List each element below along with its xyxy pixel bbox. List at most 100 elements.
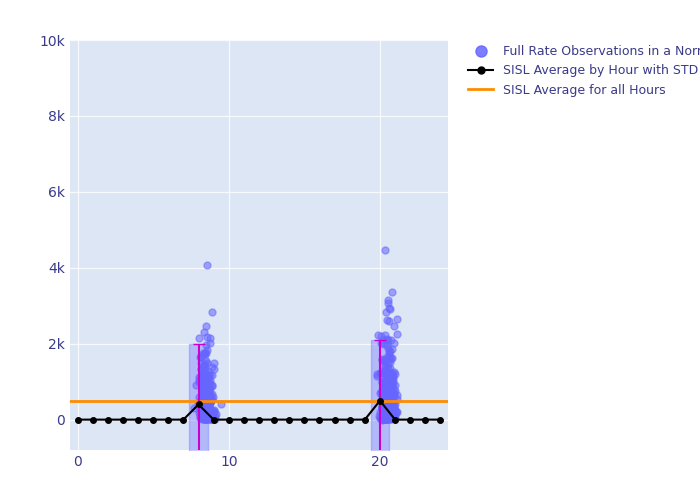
Full Rate Observations in a Normal Point	[197, 390, 209, 398]
SISL Average by Hour with STD	[421, 416, 430, 422]
Point	[385, 386, 396, 394]
Full Rate Observations in a Normal Point	[206, 370, 218, 378]
Full Rate Observations in a Normal Point	[203, 408, 214, 416]
Point	[377, 405, 388, 413]
Point	[382, 404, 393, 411]
Full Rate Observations in a Normal Point	[202, 411, 213, 419]
Point	[384, 404, 395, 412]
Point	[389, 410, 400, 418]
Point	[384, 402, 395, 410]
Full Rate Observations in a Normal Point	[204, 412, 216, 420]
Full Rate Observations in a Normal Point	[204, 390, 215, 398]
Point	[386, 370, 397, 378]
Point	[391, 408, 402, 416]
Full Rate Observations in a Normal Point	[199, 412, 210, 420]
Full Rate Observations in a Normal Point	[205, 415, 216, 423]
Point	[380, 384, 391, 392]
Full Rate Observations in a Normal Point	[204, 413, 215, 421]
Point	[384, 350, 395, 358]
Full Rate Observations in a Normal Point	[199, 396, 210, 404]
Point	[377, 416, 388, 424]
Point	[386, 390, 397, 398]
Point	[383, 394, 394, 402]
Full Rate Observations in a Normal Point	[204, 390, 216, 398]
Full Rate Observations in a Normal Point	[202, 393, 213, 401]
Point	[378, 389, 389, 397]
Point	[382, 411, 393, 419]
Point	[384, 398, 395, 406]
Point	[385, 412, 396, 420]
Point	[391, 316, 402, 324]
Full Rate Observations in a Normal Point	[202, 374, 213, 382]
Point	[381, 414, 392, 422]
Full Rate Observations in a Normal Point	[199, 406, 211, 413]
Point	[387, 374, 398, 382]
Point	[386, 401, 397, 409]
Point	[389, 404, 400, 412]
Point	[381, 316, 392, 324]
SISL Average by Hour with STD	[346, 416, 354, 422]
Full Rate Observations in a Normal Point	[209, 407, 220, 415]
Point	[384, 394, 395, 402]
Point	[379, 404, 391, 412]
Point	[377, 414, 388, 422]
Full Rate Observations in a Normal Point	[202, 410, 214, 418]
Full Rate Observations in a Normal Point	[200, 406, 211, 414]
Point	[382, 410, 393, 418]
Point	[379, 394, 391, 402]
Full Rate Observations in a Normal Point	[199, 414, 211, 422]
Full Rate Observations in a Normal Point	[199, 409, 210, 417]
Legend: Full Rate Observations in a Normal Point, SISL Average by Hour with STD, SISL Av: Full Rate Observations in a Normal Point…	[463, 40, 700, 102]
Point	[382, 406, 393, 414]
Point	[379, 415, 390, 423]
Full Rate Observations in a Normal Point	[206, 410, 218, 418]
Full Rate Observations in a Normal Point	[203, 397, 214, 405]
Full Rate Observations in a Normal Point	[200, 410, 211, 418]
Point	[383, 298, 394, 306]
Full Rate Observations in a Normal Point	[200, 410, 211, 418]
Point	[383, 394, 394, 402]
Full Rate Observations in a Normal Point	[199, 410, 210, 418]
Full Rate Observations in a Normal Point	[199, 404, 210, 412]
Full Rate Observations in a Normal Point	[197, 413, 208, 421]
Point	[377, 406, 388, 413]
Point	[382, 400, 393, 407]
Point	[389, 411, 400, 419]
Full Rate Observations in a Normal Point	[202, 402, 213, 410]
Point	[384, 414, 395, 422]
Point	[382, 387, 393, 395]
Point	[377, 386, 388, 394]
Point	[381, 402, 392, 410]
Point	[383, 399, 394, 407]
Point	[384, 400, 395, 408]
Full Rate Observations in a Normal Point	[204, 410, 215, 418]
Point	[386, 414, 398, 422]
Point	[380, 410, 391, 418]
SISL Average by Hour with STD	[164, 416, 172, 422]
Point	[379, 392, 391, 400]
Point	[384, 404, 395, 412]
Point	[383, 318, 394, 326]
Point	[388, 411, 399, 419]
Point	[376, 402, 387, 410]
Point	[389, 387, 400, 395]
Full Rate Observations in a Normal Point	[200, 406, 211, 414]
Full Rate Observations in a Normal Point	[202, 415, 213, 423]
Full Rate Observations in a Normal Point	[203, 405, 214, 413]
Full Rate Observations in a Normal Point	[203, 408, 214, 416]
Full Rate Observations in a Normal Point	[197, 373, 209, 381]
Full Rate Observations in a Normal Point	[199, 398, 210, 406]
Full Rate Observations in a Normal Point	[201, 415, 212, 423]
Full Rate Observations in a Normal Point	[202, 410, 213, 418]
Full Rate Observations in a Normal Point	[198, 408, 209, 416]
Point	[378, 340, 389, 348]
Point	[378, 389, 389, 397]
Point	[381, 334, 392, 342]
Point	[378, 415, 389, 423]
Point	[382, 393, 393, 401]
Full Rate Observations in a Normal Point	[197, 415, 208, 423]
Point	[383, 392, 394, 400]
Point	[381, 414, 392, 422]
Full Rate Observations in a Normal Point	[202, 376, 213, 384]
Full Rate Observations in a Normal Point	[199, 399, 210, 407]
